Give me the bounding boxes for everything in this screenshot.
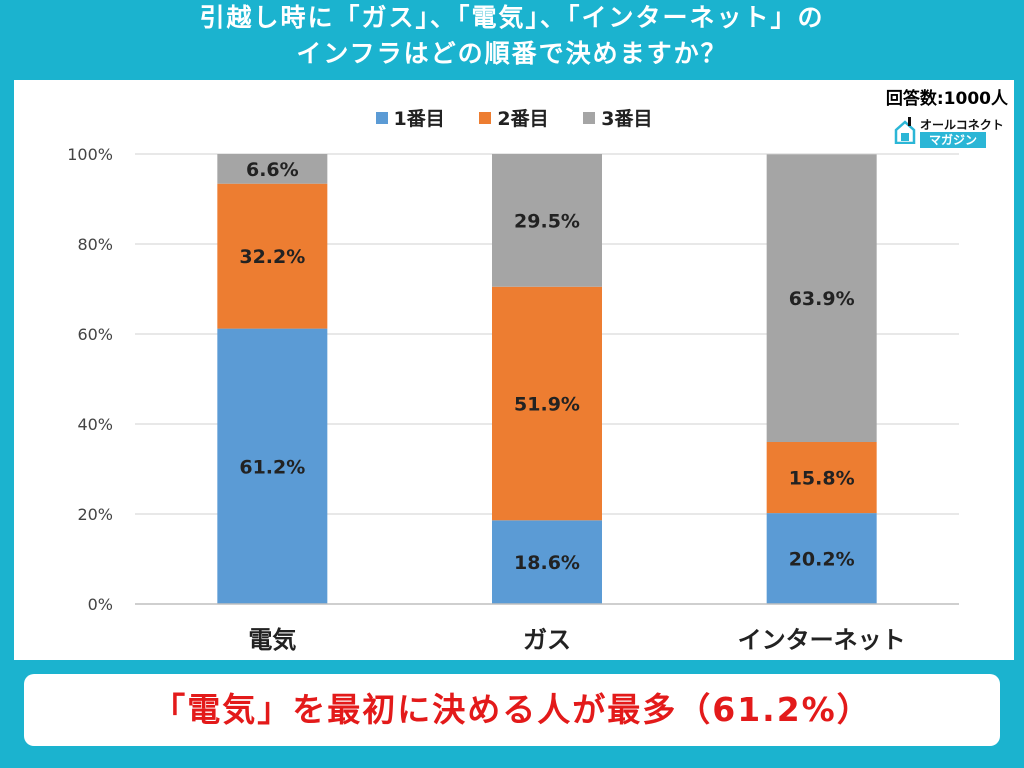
title-line-1: 引越し時に「ガス」、「電気」、「インターネット」の — [199, 3, 825, 32]
legend-label-2: 2番目 — [497, 108, 549, 130]
bar-segment — [492, 520, 602, 604]
y-tick-label: 60% — [77, 325, 113, 344]
bar-segment — [217, 183, 328, 329]
data-label: 32.2% — [239, 246, 305, 268]
conclusion-text: 「電気」を最初に決める人が最多（61.2%） — [152, 690, 872, 729]
brand-logo: オールコネクト マガジン — [894, 114, 1004, 150]
stacked-bar-chart: 0% 20% 40% 60% 80% 100% 61.2% 32.2% 6.6% 電気 18.6% 5… — [67, 145, 959, 654]
bar-segment — [766, 442, 877, 514]
y-tick-label: 80% — [77, 235, 113, 254]
bar-segment — [766, 513, 877, 604]
x-category-label: ガス — [523, 626, 571, 654]
data-label: 63.9% — [789, 288, 855, 310]
legend-item-2: 2番目 — [479, 104, 549, 131]
bar-segment — [217, 154, 328, 184]
chart-panel: 回答数:1000人 オールコネクト マガジン 1番目 2番目 3番目 0% 20%… — [14, 80, 1014, 660]
house-icon — [894, 117, 916, 144]
chart-legend: 1番目 2番目 3番目 — [14, 104, 1014, 131]
y-tick-label: 40% — [77, 415, 113, 434]
data-label: 6.6% — [246, 159, 299, 181]
bar-segment — [492, 286, 602, 521]
brand-name-top: オールコネクト — [920, 118, 1004, 132]
legend-item-3: 3番目 — [583, 104, 652, 131]
y-tick-label: 0% — [88, 595, 113, 614]
bar-segment — [766, 154, 877, 442]
legend-swatch-1 — [375, 112, 388, 124]
data-label: 20.2% — [789, 549, 855, 571]
data-label: 51.9% — [514, 394, 580, 416]
brand-name-bottom: マガジン — [920, 132, 986, 148]
conclusion-banner: 「電気」を最初に決める人が最多（61.2%） — [24, 674, 1000, 746]
legend-label-3: 3番目 — [601, 108, 653, 130]
legend-swatch-3 — [583, 112, 596, 124]
respondent-count: 回答数:1000人 — [885, 89, 1008, 109]
legend-item-1: 1番目 — [375, 104, 445, 131]
legend-label-1: 1番目 — [393, 108, 445, 130]
data-label: 61.2% — [239, 456, 305, 478]
title-line-2: インフラはどの順番で決めますか？ — [296, 39, 728, 68]
y-tick-label: 20% — [77, 505, 113, 524]
chart-title: 引越し時に「ガス」、「電気」、「インターネット」の インフラはどの順番で決めます… — [0, 0, 1024, 78]
data-label: 15.8% — [789, 468, 855, 490]
bar-segment — [217, 328, 328, 604]
data-label: 18.6% — [514, 552, 580, 574]
x-category-label: インターネット — [738, 626, 906, 654]
x-category-label: 電気 — [248, 626, 296, 654]
data-label: 29.5% — [514, 210, 580, 232]
y-tick-label: 100% — [67, 145, 113, 164]
bar-segment — [492, 154, 602, 287]
legend-swatch-2 — [479, 112, 492, 124]
